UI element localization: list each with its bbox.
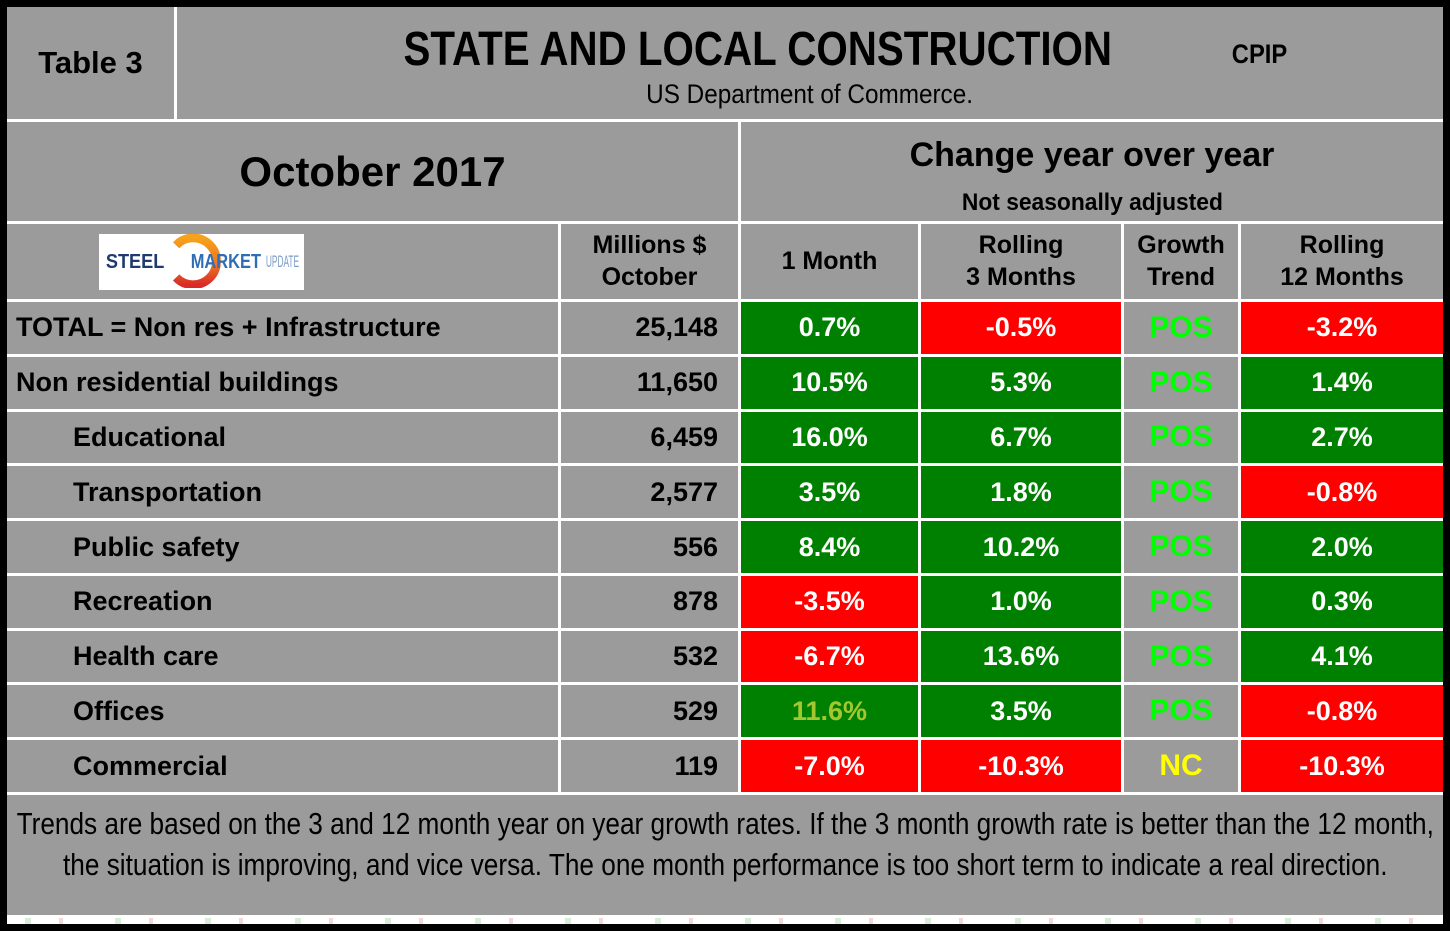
growth-trend-value: POS	[1124, 356, 1238, 409]
column-header-growth-trend: Growth Trend	[1124, 224, 1238, 299]
footer-band: Trends are based on the 3 and 12 month y…	[7, 795, 1443, 916]
rolling-3-value: 5.3%	[921, 356, 1121, 409]
one-month-value: 11.6%	[741, 685, 918, 738]
cpip-label: CPIP	[1231, 39, 1288, 69]
trend-explanation: Trends are based on the 3 and 12 month y…	[16, 806, 1434, 883]
rolling-3-value: -0.5%	[921, 302, 1121, 354]
rolling-3-value: 10.2%	[921, 521, 1121, 573]
growth-trend-value: POS	[1124, 685, 1238, 738]
growth-trend-value: POS	[1124, 630, 1238, 683]
column-header-millions: Millions $ October	[561, 224, 738, 299]
millions-value: 2,577	[561, 466, 738, 519]
change-title: Change year over year	[909, 136, 1275, 174]
row-label: Commercial	[7, 740, 558, 793]
one-month-value: -6.7%	[741, 630, 918, 683]
table-row-public-safety: Public safety 556 8.4% 10.2% POS 2.0%	[7, 521, 1443, 573]
change-header-cell: Change year over year Not seasonally adj…	[741, 122, 1443, 221]
table-row-non-residential: Non residential buildings 11,650 10.5% 5…	[7, 356, 1443, 409]
rolling-12-value: -3.2%	[1241, 302, 1443, 354]
rolling-3-value: 13.6%	[921, 630, 1121, 683]
row-label: Transportation	[7, 466, 558, 519]
millions-value: 119	[561, 740, 738, 793]
row-label: Public safety	[7, 521, 558, 573]
row-label: Educational	[7, 411, 558, 464]
page-title: STATE AND LOCAL CONSTRUCTION	[403, 22, 1113, 76]
logo-crescent-icon: STEEL MARKET UPDATE	[106, 233, 299, 289]
rolling-12-value: -0.8%	[1241, 685, 1443, 738]
table-row-commercial: Commercial 119 -7.0% -10.3% NC -10.3%	[7, 740, 1443, 793]
source-subtitle: US Department of Commerce.	[646, 79, 974, 109]
construction-table: Table 3 STATE AND LOCAL CONSTRUCTION CPI…	[7, 7, 1443, 925]
growth-trend-value: POS	[1124, 466, 1238, 519]
period-band: October 2017 Change year over year Not s…	[7, 122, 1443, 221]
table-row-transportation: Transportation 2,577 3.5% 1.8% POS -0.8%	[7, 466, 1443, 519]
column-header-rolling-3: Rolling 3 Months	[921, 224, 1121, 299]
seasonal-note: Not seasonally adjusted	[961, 189, 1223, 216]
rolling-3-value: -10.3%	[921, 740, 1121, 793]
one-month-value: 16.0%	[741, 411, 918, 464]
footer-note-cell: Trends are based on the 3 and 12 month y…	[7, 795, 1443, 916]
rolling-3-value: 1.8%	[921, 466, 1121, 519]
period-label: October 2017	[7, 122, 738, 221]
logo-text-steel: STEEL	[106, 250, 165, 273]
row-label: Offices	[7, 685, 558, 738]
rolling-12-value: -10.3%	[1241, 740, 1443, 793]
one-month-value: -3.5%	[741, 575, 918, 628]
growth-trend-value: POS	[1124, 411, 1238, 464]
rolling-12-value: 1.4%	[1241, 356, 1443, 409]
table-row-educational: Educational 6,459 16.0% 6.7% POS 2.7%	[7, 411, 1443, 464]
millions-value: 556	[561, 521, 738, 573]
row-label: Non residential buildings	[7, 356, 558, 409]
millions-value: 878	[561, 575, 738, 628]
row-label: Health care	[7, 630, 558, 683]
row-label: TOTAL = Non res + Infrastructure	[7, 302, 558, 354]
steel-market-update-logo: STEEL MARKET UPDATE	[99, 233, 304, 290]
one-month-value: 0.7%	[741, 302, 918, 354]
main-title-line: STATE AND LOCAL CONSTRUCTION	[336, 21, 1180, 77]
millions-value: 529	[561, 685, 738, 738]
cropped-next-row	[7, 918, 1443, 925]
table-row-total: TOTAL = Non res + Infrastructure 25,148 …	[7, 302, 1443, 354]
column-header-row: STEEL MARKET UPDATE Millions $ October 1…	[7, 224, 1443, 299]
rolling-12-value: 2.7%	[1241, 411, 1443, 464]
one-month-value: 10.5%	[741, 356, 918, 409]
title-band: Table 3 STATE AND LOCAL CONSTRUCTION CPI…	[7, 7, 1443, 119]
millions-value: 11,650	[561, 356, 738, 409]
logo-cell: STEEL MARKET UPDATE	[7, 224, 558, 299]
millions-value: 532	[561, 630, 738, 683]
rolling-3-value: 3.5%	[921, 685, 1121, 738]
table-row-recreation: Recreation 878 -3.5% 1.0% POS 0.3%	[7, 575, 1443, 628]
rolling-12-value: 4.1%	[1241, 630, 1443, 683]
column-header-rolling-12: Rolling 12 Months	[1241, 224, 1443, 299]
table-number-label: Table 3	[7, 7, 174, 119]
rolling-3-value: 1.0%	[921, 575, 1121, 628]
millions-value: 25,148	[561, 302, 738, 354]
rolling-12-value: 2.0%	[1241, 521, 1443, 573]
millions-value: 6,459	[561, 411, 738, 464]
table-row-health-care: Health care 532 -6.7% 13.6% POS 4.1%	[7, 630, 1443, 683]
growth-trend-value: NC	[1124, 740, 1238, 793]
growth-trend-value: POS	[1124, 302, 1238, 354]
logo-text-update: UPDATE	[266, 252, 299, 271]
rolling-12-value: 0.3%	[1241, 575, 1443, 628]
one-month-value: 8.4%	[741, 521, 918, 573]
row-label: Recreation	[7, 575, 558, 628]
one-month-value: 3.5%	[741, 466, 918, 519]
rolling-3-value: 6.7%	[921, 411, 1121, 464]
logo-text-market: MARKET	[191, 250, 262, 273]
title-cell: STATE AND LOCAL CONSTRUCTION CPIP US Dep…	[177, 7, 1443, 119]
growth-trend-value: POS	[1124, 521, 1238, 573]
one-month-value: -7.0%	[741, 740, 918, 793]
column-header-1-month: 1 Month	[741, 224, 918, 299]
table-row-offices: Offices 529 11.6% 3.5% POS -0.8%	[7, 685, 1443, 738]
growth-trend-value: POS	[1124, 575, 1238, 628]
rolling-12-value: -0.8%	[1241, 466, 1443, 519]
